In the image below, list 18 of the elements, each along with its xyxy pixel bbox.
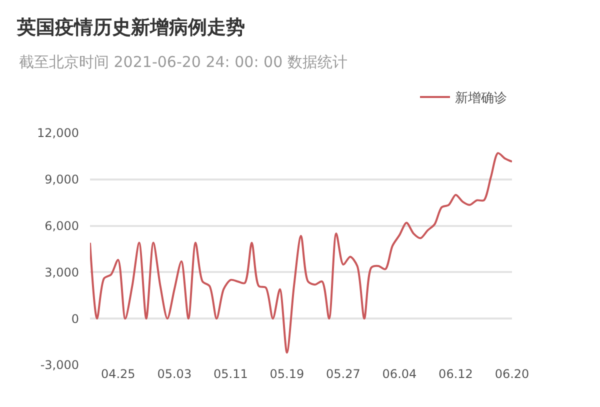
- line-series: [90, 152, 512, 354]
- x-tick-label: 06.12: [438, 367, 473, 381]
- x-tick-label: 05.27: [326, 367, 360, 381]
- y-tick-label: 6,000: [44, 219, 79, 233]
- chart-subtitle: 截至北京时间 2021-06-20 24: 00: 00 数据统计: [19, 53, 348, 71]
- x-tick-label: 06.20: [494, 367, 530, 381]
- y-tick-label: -3,000: [40, 358, 79, 372]
- x-tick-label: 06.04: [382, 367, 417, 381]
- y-tick-label: 12,000: [37, 126, 79, 140]
- y-tick-label: 3,000: [44, 265, 79, 280]
- chart-title: 英国疫情历史新增病例走势: [16, 16, 245, 39]
- legend-label: 新增确诊: [455, 91, 507, 106]
- y-tick-label: 9,000: [44, 172, 79, 187]
- x-tick-label: 04.25: [100, 367, 136, 381]
- y-tick-label: 0: [71, 312, 79, 326]
- x-tick-label: 05.03: [157, 367, 192, 381]
- x-tick-label: 05.19: [270, 367, 304, 381]
- x-tick-label: 05.11: [213, 367, 248, 381]
